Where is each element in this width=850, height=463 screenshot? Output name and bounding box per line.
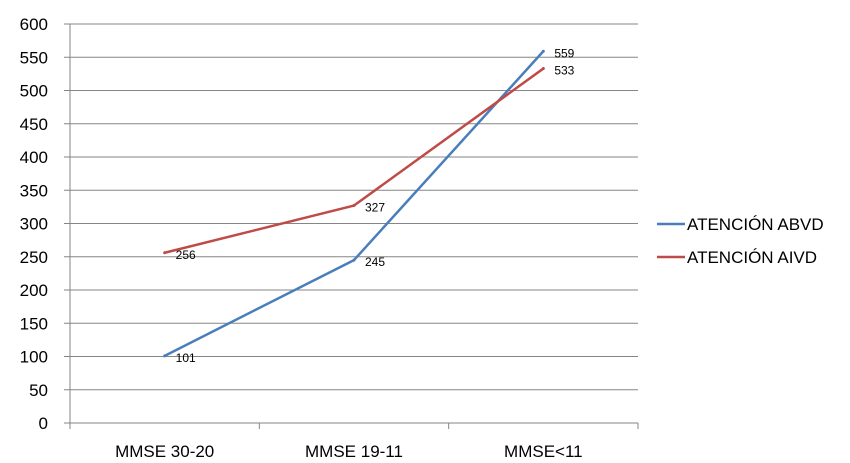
axes: 0 50 100 150 200 250 300 350 400 450 500 550 600 MMSE… — [20, 15, 639, 461]
y-tick-label: 200 — [20, 281, 48, 300]
series-line — [164, 50, 545, 357]
legend: ATENCIÓN ABVD ATENCIÓN AIVD — [657, 215, 824, 267]
y-tick-label: 0 — [39, 414, 48, 433]
data-label: 559 — [554, 46, 574, 60]
y-tick-label: 600 — [20, 15, 48, 34]
data-label: 256 — [176, 248, 196, 262]
y-tick-label: 450 — [20, 115, 48, 134]
data-labels: 101 245 559 256 327 533 — [176, 46, 575, 365]
series-lines — [163, 49, 545, 358]
data-point — [541, 67, 545, 71]
data-point — [352, 258, 356, 262]
data-point — [541, 49, 545, 53]
series-line — [164, 67, 545, 254]
y-tick-label: 300 — [20, 215, 48, 234]
y-tick-label: 500 — [20, 82, 48, 101]
data-label: 245 — [365, 255, 385, 269]
legend-label: ATENCIÓN ABVD — [687, 215, 824, 234]
y-tick-label: 350 — [20, 181, 48, 200]
data-point — [163, 251, 167, 255]
x-tick-label: MMSE 19-11 — [305, 442, 403, 461]
data-point — [352, 204, 356, 208]
data-label: 101 — [176, 351, 196, 365]
x-tick-label: MMSE 30-20 — [115, 442, 214, 461]
y-tick-label: 150 — [20, 314, 48, 333]
data-label: 533 — [554, 64, 574, 78]
x-tick-label: MMSE<11 — [504, 442, 583, 461]
y-tick-label: 550 — [20, 48, 48, 67]
y-tick-label: 50 — [29, 381, 48, 400]
data-label: 327 — [365, 201, 385, 215]
legend-label: ATENCIÓN AIVD — [687, 248, 817, 267]
data-point — [163, 354, 167, 358]
y-tick-label: 250 — [20, 248, 48, 267]
y-tick-label: 100 — [20, 348, 48, 367]
y-tick-label: 400 — [20, 148, 48, 167]
